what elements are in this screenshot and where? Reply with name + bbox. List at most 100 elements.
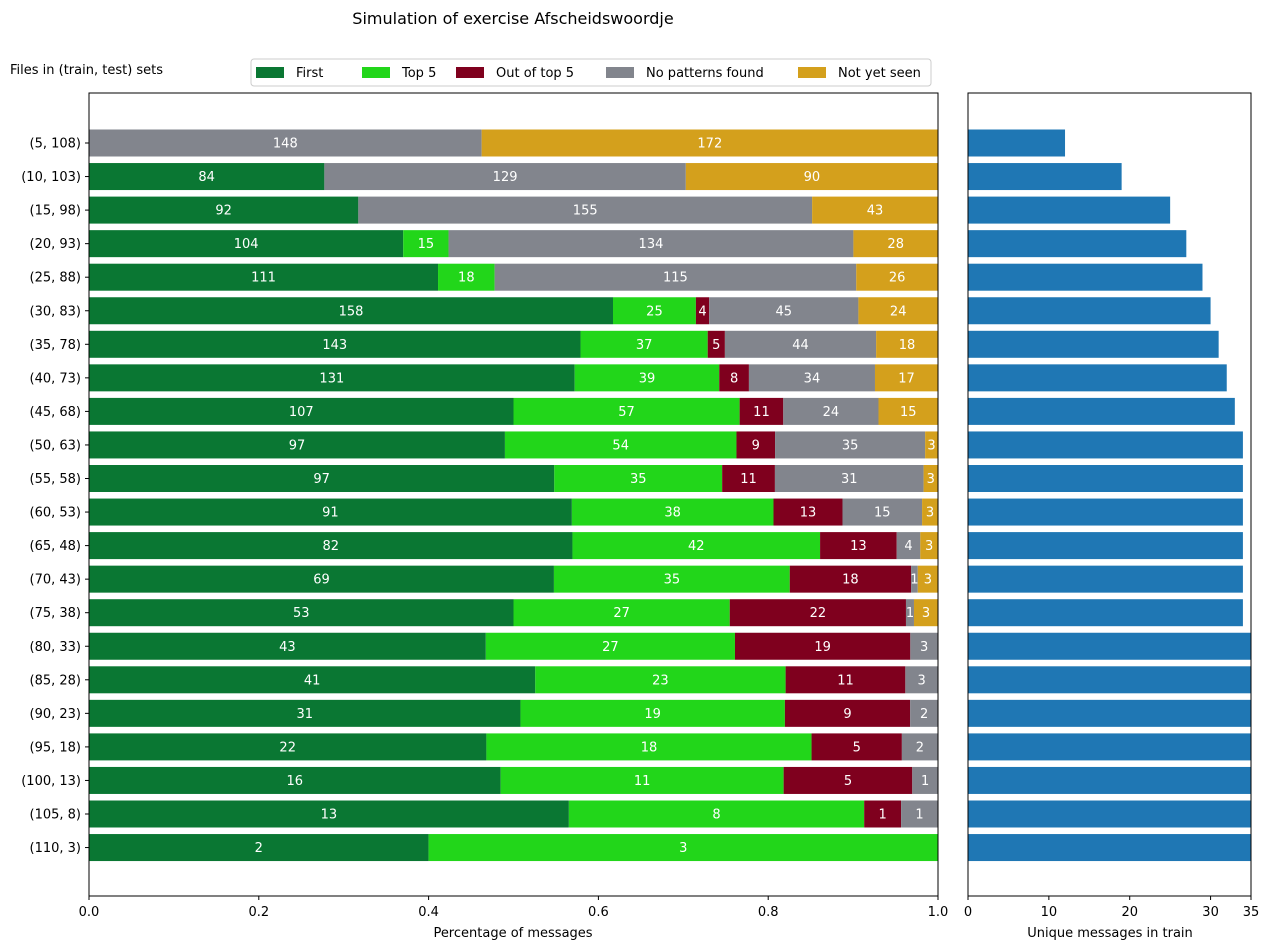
unique-messages-bar xyxy=(968,263,1203,291)
bar-value-label: 45 xyxy=(776,304,793,319)
bar-value-label: 43 xyxy=(279,640,296,655)
bar-not-yet-seen xyxy=(920,532,938,560)
bar-top-5 xyxy=(554,465,723,492)
x-tick-label: 1.0 xyxy=(928,905,949,920)
x-tick-label: 35 xyxy=(1243,905,1260,920)
bar-value-label: 3 xyxy=(920,640,928,655)
right-chart: 0 10 20 30 35 xyxy=(964,92,1260,920)
bar-no-patterns-found xyxy=(774,465,924,492)
bar-value-label: 54 xyxy=(612,438,629,453)
unique-messages-bar xyxy=(968,834,1251,862)
unique-messages-bar xyxy=(968,330,1219,358)
x-tick-label: 0.6 xyxy=(588,905,609,920)
legend-frame xyxy=(250,58,932,87)
left-chart-xlabel: Percentage of messages xyxy=(433,926,592,941)
y-tick-label: (60, 53) xyxy=(30,506,82,521)
unique-messages-bar xyxy=(968,465,1243,492)
bar-value-label: 3 xyxy=(922,606,930,621)
bar-first xyxy=(89,163,325,191)
bar-value-label: 24 xyxy=(890,304,907,319)
bar-no-patterns-found xyxy=(905,599,914,627)
bar-value-label: 1 xyxy=(915,808,923,823)
x-tick-label: 0.4 xyxy=(418,905,439,920)
legend-swatch xyxy=(456,67,484,78)
bar-value-label: 17 xyxy=(898,371,915,386)
bar-first xyxy=(89,465,555,492)
bar-value-label: 37 xyxy=(636,338,653,353)
bar-out-of-top-5 xyxy=(695,297,710,325)
unique-messages-bar xyxy=(968,699,1251,727)
bar-value-label: 155 xyxy=(573,204,598,219)
bar-not-yet-seen xyxy=(481,129,938,157)
bar-value-label: 27 xyxy=(602,640,619,655)
bar-no-patterns-found xyxy=(901,800,938,828)
bar-not-yet-seen xyxy=(923,465,938,492)
bar-first xyxy=(89,766,501,794)
bar-not-yet-seen xyxy=(917,565,938,593)
bar-value-label: 18 xyxy=(641,740,658,755)
legend-swatch xyxy=(256,67,284,78)
bar-top-5 xyxy=(513,397,740,425)
bar-value-label: 2 xyxy=(920,707,928,722)
bar-value-label: 148 xyxy=(273,137,298,152)
unique-messages-bar xyxy=(968,565,1243,593)
bar-value-label: 4 xyxy=(698,304,706,319)
unique-messages-bar xyxy=(968,397,1235,425)
bar-value-label: 15 xyxy=(900,405,917,420)
bar-not-yet-seen xyxy=(876,330,938,358)
left-chart: 148 172(5, 108)84 129 90(10, 103)92 155 43(15… xyxy=(21,92,949,920)
bar-value-label: 1 xyxy=(906,606,914,621)
bar-value-label: 1 xyxy=(878,808,886,823)
bar-out-of-top-5 xyxy=(719,364,749,392)
unique-messages-bar xyxy=(968,733,1251,761)
bar-no-patterns-found xyxy=(910,632,938,660)
bar-value-label: 57 xyxy=(618,405,635,420)
bar-first xyxy=(89,230,404,258)
bar-top-5 xyxy=(571,498,774,526)
unique-messages-bar xyxy=(968,163,1122,191)
bar-value-label: 8 xyxy=(712,808,720,823)
bar-no-patterns-found xyxy=(709,297,859,325)
y-tick-label: (35, 78) xyxy=(30,338,82,353)
bar-out-of-top-5 xyxy=(820,532,897,560)
bar-value-label: 90 xyxy=(804,170,821,185)
x-tick-label: 0.8 xyxy=(758,905,779,920)
x-tick-label: 30 xyxy=(1202,905,1219,920)
legend-label: Out of top 5 xyxy=(496,66,574,81)
bar-value-label: 38 xyxy=(664,506,681,521)
bar-no-patterns-found xyxy=(724,330,877,358)
bar-value-label: 5 xyxy=(853,740,861,755)
bar-value-label: 84 xyxy=(198,170,215,185)
bar-out-of-top-5 xyxy=(729,599,906,627)
unique-messages-bar xyxy=(968,599,1243,627)
bar-value-label: 18 xyxy=(899,338,916,353)
bar-value-label: 18 xyxy=(458,271,475,286)
bar-value-label: 13 xyxy=(850,539,867,554)
bar-top-5 xyxy=(568,800,865,828)
bar-value-label: 22 xyxy=(810,606,827,621)
bar-not-yet-seen xyxy=(812,196,938,224)
bar-not-yet-seen xyxy=(853,230,938,258)
bar-not-yet-seen xyxy=(856,263,938,291)
bar-value-label: 143 xyxy=(322,338,347,353)
bar-value-label: 3 xyxy=(927,472,935,487)
bar-not-yet-seen xyxy=(685,163,938,191)
bar-first xyxy=(89,699,521,727)
y-tick-label: (55, 58) xyxy=(30,472,82,487)
legend-swatch xyxy=(606,67,634,78)
bar-value-label: 26 xyxy=(889,271,906,286)
bar-first xyxy=(89,196,359,224)
y-tick-label: (30, 83) xyxy=(30,304,82,319)
bar-value-label: 158 xyxy=(339,304,364,319)
left-plot-frame xyxy=(88,92,939,897)
y-tick-label: (25, 88) xyxy=(30,271,82,286)
bar-no-patterns-found xyxy=(842,498,923,526)
unique-messages-bar xyxy=(968,800,1251,828)
bar-top-5 xyxy=(403,230,449,258)
x-tick-label: 10 xyxy=(1041,905,1058,920)
legend-label: Not yet seen xyxy=(838,66,921,81)
y-tick-label: (20, 93) xyxy=(30,237,82,252)
bar-value-label: 107 xyxy=(289,405,314,420)
bar-first xyxy=(89,565,554,593)
bar-value-label: 4 xyxy=(904,539,912,554)
